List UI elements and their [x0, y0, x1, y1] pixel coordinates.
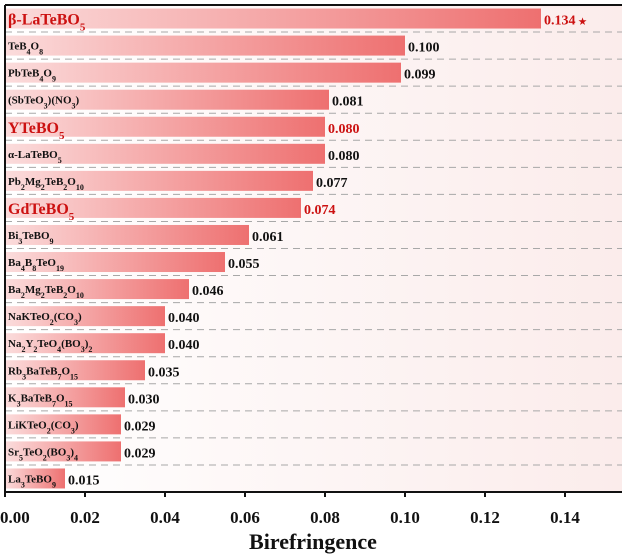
bar [5, 441, 121, 462]
value-label: 0.040 [168, 311, 200, 326]
category-label: α-LaTeBO5 [8, 149, 62, 165]
bar [5, 252, 225, 273]
category-label: TeB4O8 [8, 41, 43, 57]
value-label: 0.080 [328, 122, 360, 137]
bar [5, 116, 325, 137]
value-label: 0.080 [328, 149, 360, 164]
star-icon: ★ [579, 17, 588, 27]
tick-label: 0.02 [70, 508, 100, 527]
category-label: Na2Y2TeO4(BO3)2 [8, 338, 92, 354]
category-label: Ba4B8TeO19 [8, 257, 64, 273]
bar [5, 333, 165, 354]
value-label: 0.040 [168, 338, 200, 353]
value-label: 0.029 [124, 446, 156, 461]
category-label: Ba2Mg2TeB2O10 [8, 284, 84, 300]
bar [5, 306, 165, 327]
value-label: 0.030 [128, 392, 160, 407]
category-label: Rb3BaTeB7O15 [8, 365, 78, 381]
bar [5, 197, 301, 218]
bar [5, 143, 325, 164]
tick-label: 0.04 [150, 508, 180, 527]
bar [5, 387, 125, 408]
category-label: LiKTeO2(CO3) [8, 419, 79, 435]
bar [5, 62, 401, 83]
bar [5, 35, 405, 56]
tick-label: 0.00 [0, 508, 30, 527]
category-label: YTeBO5 [8, 120, 65, 142]
bar [5, 89, 329, 110]
value-label: 0.035 [148, 365, 180, 380]
bars: β-LaTeBO5 0.134 ★ TeB4O8 0.100 PbTeB4O9 0.099 (… [5, 8, 588, 489]
value-label: 0.061 [252, 230, 284, 245]
value-label: 0.029 [124, 419, 156, 434]
category-label: Bi3TeBO9 [8, 230, 54, 246]
category-label: La3TeBO9 [8, 473, 56, 489]
bar [5, 360, 145, 381]
category-label: Sr5TeO2(BO3)4 [8, 446, 78, 462]
value-label: 0.015 [68, 473, 100, 488]
category-label: (SbTeO3)(NO3) [8, 95, 80, 111]
category-label: PbTeB4O9 [8, 68, 56, 84]
value-label: 0.099 [404, 68, 436, 83]
value-label: 0.055 [228, 257, 260, 272]
grid-lines [5, 31, 622, 466]
category-label: Pb2Mg2TeB2O10 [8, 176, 84, 192]
value-label: 0.074 [304, 203, 336, 218]
bar [5, 8, 541, 29]
tick-label: 0.12 [470, 508, 500, 527]
value-label: 0.077 [316, 176, 348, 191]
bar [5, 224, 249, 245]
bar [5, 279, 189, 300]
value-label: 0.100 [408, 41, 440, 56]
tick-label: 0.06 [230, 508, 260, 527]
bar [5, 414, 121, 435]
x-ticks: 0.00 0.02 0.04 0.06 0.08 0.10 0.12 0.14 [0, 492, 580, 527]
tick-label: 0.08 [310, 508, 340, 527]
tick-label: 0.14 [550, 508, 580, 527]
value-label: 0.081 [332, 95, 364, 110]
category-label: β-LaTeBO5 [8, 12, 86, 34]
tick-label: 0.10 [390, 508, 420, 527]
bar [5, 170, 313, 191]
category-label: NaKTeO2(CO3) [8, 311, 82, 327]
bar [5, 468, 65, 489]
x-axis-label: Birefringence [249, 529, 377, 554]
category-label: K3BaTeB7O15 [8, 392, 73, 408]
value-label: 0.046 [192, 284, 224, 299]
category-label: GdTeBO5 [8, 201, 75, 223]
value-label: 0.134 ★ [544, 14, 588, 29]
